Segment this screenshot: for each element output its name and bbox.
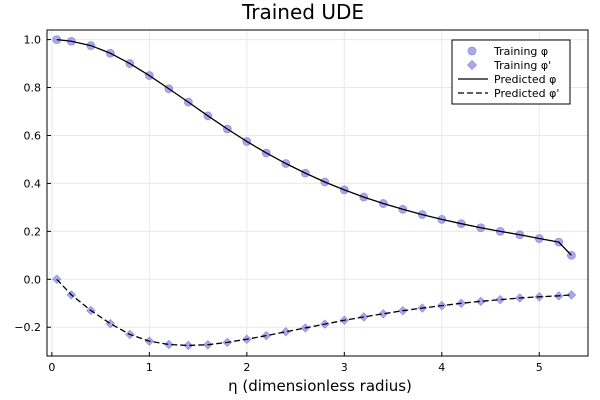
series-diamond-markers [51,274,577,351]
chart-title: Trained UDE [241,0,364,24]
training-dphi-point [378,309,389,319]
training-dphi-point [105,318,116,329]
ticks-layer: 0 1 2 3 4 5 −0.2 0.0 0.2 0.4 0.6 0.8 1.0 [14,34,542,374]
training-dphi-point [281,327,291,337]
training-dphi-point [164,339,174,350]
y-tick-label: 0.8 [24,82,42,95]
training-dphi-point [183,340,194,351]
y-tick-label: −0.2 [14,321,41,334]
training-dphi-point [566,290,577,300]
legend-label: Training φ' [493,59,551,72]
x-tick-label: 2 [243,361,250,374]
x-tick-label: 5 [536,361,543,374]
y-tick-label: 0.2 [24,225,42,238]
predicted-dphi-line [56,278,572,347]
x-tick-label: 0 [48,361,55,374]
legend-label: Predicted φ' [494,87,559,100]
x-tick-label: 4 [438,361,445,374]
training-dphi-point [359,312,369,322]
legend-circle-symbol [467,46,477,56]
legend-diamond-symbol [466,59,478,71]
x-axis-title: η (dimensionless radius) [228,377,412,395]
y-tick-label: 1.0 [24,34,42,47]
legend-label: Predicted φ [494,73,556,86]
predicted-phi-line [56,38,572,256]
y-tick-label: 0.4 [24,177,42,190]
series-layer [51,35,577,351]
legend-label: Training φ [493,45,548,58]
plot-frame [46,29,589,357]
y-tick-label: 0.6 [24,129,42,142]
y-tick-label: 0.0 [24,273,42,286]
training-dphi-point [476,296,486,307]
training-dphi-point [495,294,506,305]
x-tick-label: 3 [341,361,348,374]
x-tick-label: 1 [146,361,153,374]
